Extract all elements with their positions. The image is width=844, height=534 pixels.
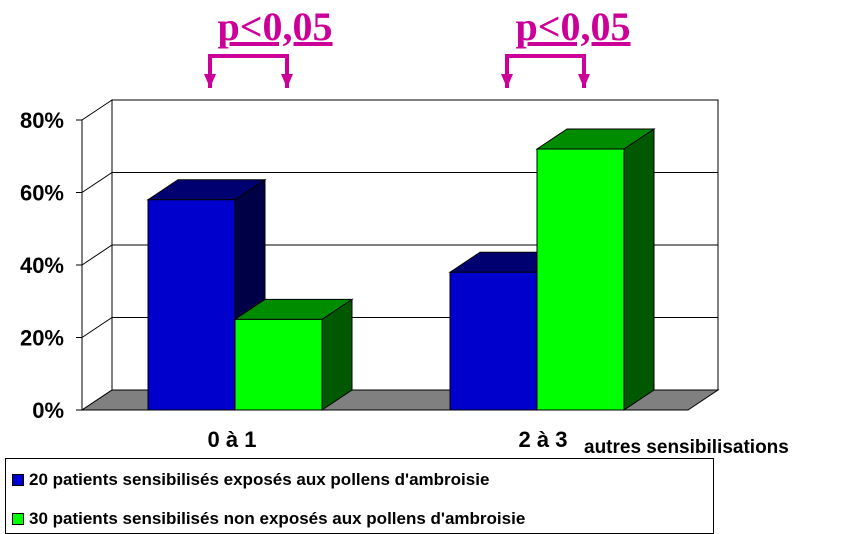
bar-front (449, 271, 538, 411)
y-axis-ticks: 0% 20% 40% 60% 80% (20, 108, 83, 423)
legend-item-series-1: 20 patients sensibilisés exposés aux pol… (12, 470, 489, 490)
arrowhead (281, 74, 293, 88)
significance-marker: p<0,05 (501, 4, 631, 88)
arrowhead (578, 74, 590, 88)
y-tick-label: 60% (20, 181, 64, 206)
legend-item-series-2: 30 patients sensibilisés non exposés aux… (12, 509, 525, 529)
bar-front (536, 148, 625, 411)
bar-front (147, 199, 236, 411)
bar-chart: 0% 20% 40% 60% 80% 0 à 1 2 à 3 p<0,05 p<0,05 a… (20, 4, 789, 458)
bar (233, 298, 354, 411)
legend: 20 patients sensibilisés exposés aux pol… (5, 458, 714, 534)
bracket (208, 54, 289, 88)
bar-front (234, 318, 323, 411)
gridline (81, 244, 718, 266)
significance-annotations: p<0,05 p<0,05 (204, 4, 631, 88)
legend-swatch-series-2 (12, 513, 24, 525)
gridline (81, 172, 718, 193)
legend-swatch-series-1 (12, 474, 24, 486)
y-tick-label: 0% (32, 398, 64, 423)
x-axis-categories: 0 à 1 2 à 3 (208, 427, 568, 452)
p-value-label: p<0,05 (217, 4, 332, 49)
arrowhead (204, 74, 216, 88)
x-axis-label: autres sensibilisations (584, 437, 789, 458)
bar-side (623, 128, 655, 411)
y-tick-label: 40% (20, 253, 64, 278)
bracket (505, 54, 586, 88)
x-category-label: 0 à 1 (208, 427, 257, 452)
x-category-label: 2 à 3 (519, 427, 568, 452)
legend-label-series-1: 20 patients sensibilisés exposés aux pol… (29, 470, 490, 489)
arrowhead (501, 74, 513, 88)
p-value-label: p<0,05 (515, 4, 630, 49)
bar (535, 128, 656, 411)
significance-marker: p<0,05 (204, 4, 333, 88)
legend-label-series-2: 30 patients sensibilisés non exposés aux… (29, 509, 526, 528)
y-tick-label: 20% (20, 326, 64, 351)
bars (146, 128, 656, 411)
y-tick-label: 80% (20, 108, 64, 133)
